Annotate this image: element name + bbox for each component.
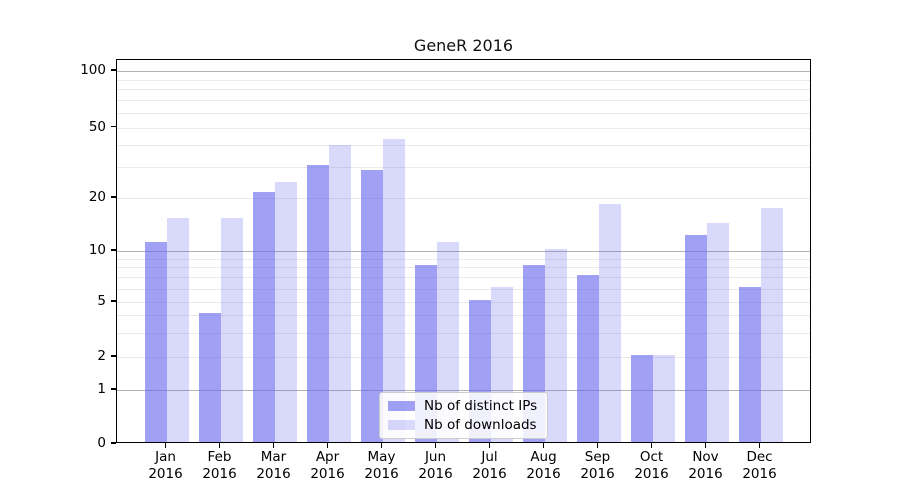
x-tick-mark-aug bbox=[542, 443, 545, 448]
legend: Nb of distinct IPs Nb of downloads bbox=[379, 392, 549, 439]
gridline-y-4 bbox=[117, 315, 810, 317]
gridline-y-70 bbox=[117, 100, 810, 102]
x-tick-mark-nov bbox=[704, 443, 707, 448]
gridline-y-20 bbox=[117, 198, 810, 199]
plot-area bbox=[116, 59, 811, 443]
gridline-y-3 bbox=[117, 332, 810, 334]
x-tick-label-sep: Sep 2016 bbox=[580, 449, 615, 482]
gridline-y-5 bbox=[117, 302, 810, 303]
bar-downloads-sep bbox=[598, 204, 621, 442]
bar-downloads-feb bbox=[220, 218, 243, 442]
x-tick-label-jan: Jan 2016 bbox=[148, 449, 183, 482]
gridline-y-100 bbox=[117, 71, 810, 72]
y-tick-mark-1 bbox=[111, 388, 116, 390]
y-tick-label-100: 100 bbox=[80, 62, 106, 78]
x-tick-label-feb: Feb 2016 bbox=[202, 449, 237, 482]
bar-downloads-apr bbox=[328, 144, 351, 442]
bar-distinct-ips-oct bbox=[630, 355, 653, 442]
gridline-y-1 bbox=[117, 390, 810, 391]
bar-downloads-mar bbox=[274, 181, 297, 442]
bar-downloads-jan bbox=[166, 218, 189, 442]
gridline-y-40 bbox=[117, 144, 810, 146]
gridline-y-10 bbox=[117, 251, 810, 252]
x-tick-mark-feb bbox=[218, 443, 221, 448]
legend-item-distinct-ips: Nb of distinct IPs bbox=[388, 399, 537, 413]
gridline-y-90 bbox=[117, 79, 810, 81]
bar-distinct-ips-mar bbox=[252, 192, 275, 442]
gridline-y-80 bbox=[117, 89, 810, 91]
gridline-y-9 bbox=[117, 258, 810, 260]
bar-distinct-ips-jan bbox=[144, 241, 167, 442]
bar-downloads-jun bbox=[436, 241, 459, 442]
x-tick-mark-oct bbox=[650, 443, 653, 448]
x-tick-mark-jan bbox=[164, 443, 167, 448]
bar-downloads-may bbox=[382, 138, 405, 442]
bar-downloads-aug bbox=[544, 249, 567, 442]
legend-label-downloads: Nb of downloads bbox=[424, 417, 537, 433]
chart-title: GeneR 2016 bbox=[413, 36, 514, 55]
x-tick-label-oct: Oct 2016 bbox=[634, 449, 669, 482]
y-tick-label-0: 0 bbox=[97, 435, 106, 451]
bar-distinct-ips-dec bbox=[738, 286, 761, 442]
bar-distinct-ips-feb bbox=[198, 313, 221, 442]
x-tick-label-may: May 2016 bbox=[364, 449, 399, 482]
bar-distinct-ips-sep bbox=[576, 275, 599, 442]
x-tick-label-apr: Apr 2016 bbox=[310, 449, 345, 482]
y-tick-label-50: 50 bbox=[88, 118, 106, 135]
bar-distinct-ips-apr bbox=[306, 164, 329, 442]
y-tick-label-20: 20 bbox=[88, 189, 106, 205]
gridline-y-2 bbox=[117, 357, 810, 358]
x-tick-mark-jun bbox=[434, 443, 437, 448]
bar-distinct-ips-may bbox=[360, 170, 383, 442]
x-tick-label-aug: Aug 2016 bbox=[526, 449, 561, 482]
y-tick-mark-2 bbox=[111, 355, 116, 357]
gridline-y-50 bbox=[117, 127, 810, 129]
bar-downloads-dec bbox=[760, 208, 783, 442]
legend-label-distinct-ips: Nb of distinct IPs bbox=[424, 398, 538, 414]
x-tick-mark-jul bbox=[488, 443, 491, 448]
y-tick-mark-50 bbox=[111, 125, 116, 128]
gridline-y-8 bbox=[117, 267, 810, 269]
x-tick-label-dec: Dec 2016 bbox=[742, 449, 777, 482]
x-tick-mark-mar bbox=[272, 443, 275, 448]
y-tick-mark-5 bbox=[111, 300, 116, 302]
y-tick-label-10: 10 bbox=[88, 242, 106, 258]
x-tick-label-jun: Jun 2016 bbox=[418, 449, 453, 482]
gridline-y-7 bbox=[117, 277, 810, 279]
legend-swatch-downloads bbox=[388, 420, 415, 430]
x-tick-label-mar: Mar 2016 bbox=[256, 449, 291, 482]
y-tick-mark-100 bbox=[111, 69, 116, 71]
y-tick-label-1: 1 bbox=[97, 381, 106, 397]
y-tick-mark-20 bbox=[111, 196, 116, 198]
bar-downloads-oct bbox=[652, 355, 675, 442]
legend-swatch-distinct-ips bbox=[388, 401, 415, 411]
y-tick-mark-10 bbox=[111, 249, 116, 251]
gridline-y-30 bbox=[117, 166, 810, 168]
x-tick-mark-dec bbox=[758, 443, 761, 448]
gridline-y-6 bbox=[117, 288, 810, 290]
bar-distinct-ips-nov bbox=[684, 235, 707, 442]
y-tick-label-2: 2 bbox=[97, 348, 106, 364]
x-tick-label-jul: Jul 2016 bbox=[472, 449, 507, 482]
x-tick-mark-sep bbox=[596, 443, 599, 448]
y-tick-mark-0 bbox=[111, 442, 116, 444]
y-tick-label-5: 5 bbox=[97, 293, 106, 309]
x-tick-mark-may bbox=[380, 443, 383, 448]
legend-item-downloads: Nb of downloads bbox=[388, 418, 537, 432]
x-tick-label-nov: Nov 2016 bbox=[688, 449, 723, 482]
gridline-y-60 bbox=[117, 112, 810, 114]
bar-downloads-nov bbox=[706, 223, 729, 442]
x-tick-mark-apr bbox=[326, 443, 329, 448]
